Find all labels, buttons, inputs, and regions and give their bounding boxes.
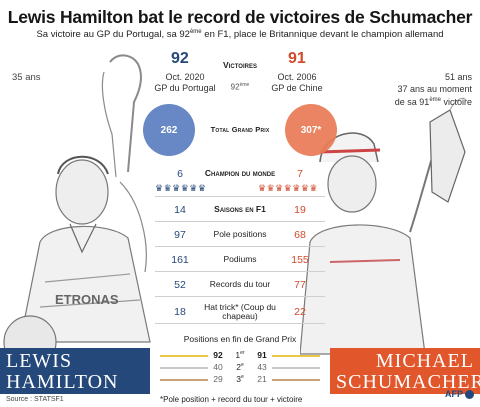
stat-label: Records du tour <box>209 279 271 290</box>
afp-logo-dot-icon <box>465 389 474 399</box>
schumacher-trophy-icons: ♛♛♛♛♛♛♛ <box>258 183 318 193</box>
hamilton-finish-bar <box>160 379 224 381</box>
schumacher-age-line: 51 ans <box>444 72 472 82</box>
hamilton-finish-bar <box>160 355 224 357</box>
finish-position-number: 3 <box>236 374 241 384</box>
source-note: Source : STATSF1 <box>6 396 64 403</box>
subtitle-part: Sa victoire au GP du Portugal, sa 92 <box>36 29 190 41</box>
schumacher-name-banner: MICHAEL SCHUMACHER <box>330 348 480 394</box>
hamilton-record-gp: GP du Portugal <box>154 82 216 93</box>
schumacher-finish-count: 43 <box>252 362 272 372</box>
schumacher-finish-count: 21 <box>252 374 272 384</box>
row-divider <box>155 296 325 297</box>
row-divider <box>155 323 325 324</box>
schumacher-stat-value: 77 <box>294 279 306 291</box>
hamilton-first-name: LEWIS <box>6 350 73 372</box>
hamilton-total-gp-bubble: 262 <box>143 104 195 156</box>
finish-position-sup: e <box>240 374 244 381</box>
schumacher-victories: 91 <box>288 50 306 67</box>
finish-position-number: 1 <box>235 350 241 360</box>
stat-row: 6 Champion du monde 7 <box>150 164 330 184</box>
row-divider <box>155 271 325 272</box>
subtitle-sup: ème <box>189 29 202 35</box>
finish-position: 3e <box>232 374 248 384</box>
hamilton-finish-count: 92 <box>208 350 228 360</box>
schumacher-last-name: SCHUMACHER <box>336 371 480 393</box>
hamilton-portrait-sketch: ETRONAS <box>3 54 151 362</box>
svg-text:ETRONAS: ETRONAS <box>55 292 119 307</box>
schumacher-record-date: Oct. 2006 <box>277 72 317 82</box>
afp-logo: AFP <box>445 389 474 399</box>
hamilton-last-name: HAMILTON <box>6 371 119 393</box>
hamilton-stat-value: 6 <box>177 168 183 180</box>
hamilton-name-banner: LEWIS HAMILTON <box>0 348 150 394</box>
stat-label: Hat trick* (Coup du chapeau) <box>204 301 276 321</box>
finish-position: 1er <box>232 350 248 360</box>
age-text: de sa 91 <box>394 97 430 107</box>
schumacher-stat-value: 19 <box>294 204 306 216</box>
stat-label: Pole positions <box>213 229 267 240</box>
hamilton-age: 35 ans <box>12 72 41 83</box>
finish-position-sup: e <box>240 362 244 369</box>
schumacher-finish-count: 91 <box>252 350 272 360</box>
hamilton-record-date: Oct. 2020 <box>165 72 205 82</box>
hamilton-trophy-icons: ♛♛♛♛♛♛ <box>155 183 207 193</box>
hamilton-finish-count: 29 <box>208 374 228 384</box>
subtitle-part: en F1, place le Britannique devant le ch… <box>201 29 444 41</box>
schumacher-age-line: de sa 91ème victoire <box>395 95 472 109</box>
infographic-subtitle: Sa victoire au GP du Portugal, sa 92ème … <box>0 29 480 40</box>
schumacher-first-name: MICHAEL <box>375 350 474 372</box>
hat-trick-footnote: *Pole position + record du tour + victoi… <box>160 395 303 404</box>
schumacher-finish-bar <box>256 379 320 381</box>
schumacher-stat-value: 7 <box>297 168 303 180</box>
hamilton-victories: 92 <box>171 50 189 67</box>
hamilton-stat-value: 18 <box>174 306 186 318</box>
hamilton-stat-value: 97 <box>174 229 186 241</box>
schumacher-record-gp: GP de Chine <box>271 82 323 93</box>
finish-position-sup: er <box>240 350 245 357</box>
schumacher-stat-value: 68 <box>294 229 306 241</box>
schumacher-portrait-sketch <box>300 97 467 355</box>
schumacher-age: 51 ans 37 ans au moment de sa 91ème vict… <box>395 72 472 109</box>
mid-92-label: 92ème <box>222 82 258 92</box>
schumacher-finish-bar <box>256 367 320 369</box>
schumacher-finish-bar <box>256 355 320 357</box>
finish-position-number: 2 <box>236 362 241 372</box>
mid-92-number: 92 <box>230 82 240 92</box>
finish-row: 29 3e 21 <box>150 374 330 385</box>
stat-label: Champion du monde <box>204 168 276 179</box>
infographic-title: Lewis Hamilton bat le record de victoire… <box>7 7 473 27</box>
row-divider <box>155 196 325 197</box>
hamilton-finish-bar <box>160 367 224 369</box>
hamilton-record-meta: Oct. 2020 GP du Portugal <box>150 72 220 93</box>
stat-row: 18 Hat trick* (Coup du chapeau) 22 <box>150 302 330 322</box>
hamilton-stat-value: 52 <box>174 279 186 291</box>
stat-row: 161 Podiums 155 <box>150 250 330 270</box>
stat-label: Saisons en F1 <box>214 204 266 215</box>
row-divider <box>155 246 325 247</box>
total-gp-label: Total Grand Prix <box>210 125 270 134</box>
hamilton-stat-value: 14 <box>174 204 186 216</box>
schumacher-stat-value: 155 <box>291 254 309 266</box>
stat-row: 52 Records du tour 77 <box>150 275 330 295</box>
finish-row: 92 1er 91 <box>150 350 330 361</box>
finishes-title: Positions en fin de Grand Prix <box>183 334 297 344</box>
finish-row: 40 2e 43 <box>150 362 330 373</box>
hamilton-finish-count: 40 <box>208 362 228 372</box>
age-text: victoire <box>440 97 472 107</box>
age-sup: ème <box>429 97 441 103</box>
victories-label: Victoires <box>223 60 257 70</box>
schumacher-total-gp-bubble: 307* <box>285 104 337 156</box>
schumacher-record-meta: Oct. 2006 GP de Chine <box>262 72 332 93</box>
row-divider <box>155 221 325 222</box>
stat-label: Podiums <box>223 254 257 265</box>
stat-row: 14 Saisons en F1 19 <box>150 200 330 220</box>
schumacher-age-line: 37 ans au moment <box>397 83 472 94</box>
finish-position: 2e <box>232 362 248 372</box>
afp-logo-text: AFP <box>445 389 463 399</box>
stat-row: 97 Pole positions 68 <box>150 225 330 245</box>
schumacher-stat-value: 22 <box>294 306 306 318</box>
hamilton-stat-value: 161 <box>171 254 189 266</box>
mid-92-sup: ème <box>239 82 250 88</box>
